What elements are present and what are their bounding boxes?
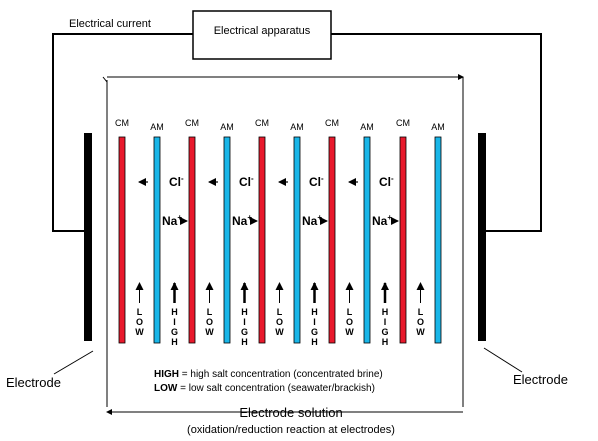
legend-high-key: HIGH <box>154 369 179 380</box>
left-electrode-label: Electrode <box>6 375 61 390</box>
chloride-label: Cl- <box>169 174 184 189</box>
membrane-label: CM <box>325 118 339 128</box>
membrane-am <box>363 136 371 344</box>
membrane-cm <box>258 136 266 344</box>
membrane-am <box>153 136 161 344</box>
solution-line2: (oxidation/reduction reaction at electro… <box>187 424 395 436</box>
sodium-label: Na+ <box>232 213 252 228</box>
right-electrode-label: Electrode <box>513 372 568 387</box>
right-electrode-pointer <box>483 347 523 373</box>
chloride-label: Cl- <box>379 174 394 189</box>
ion-transport: Cl- Na+ Cl- Na+ Cl- Na+ Cl- Na+ <box>138 174 399 228</box>
left-electrode <box>84 133 92 341</box>
apparatus-label: Electrical apparatus <box>214 25 311 37</box>
legend-high: HIGH = high salt concentration (concentr… <box>154 369 383 380</box>
legend-low: LOW = low salt concentration (seawater/b… <box>154 383 375 394</box>
membrane-label: CM <box>185 118 199 128</box>
membrane-cm <box>399 136 407 344</box>
chloride-label: Cl- <box>239 174 254 189</box>
membrane-label: CM <box>255 118 269 128</box>
membrane-label: AM <box>360 122 374 132</box>
membrane-label: AM <box>220 122 234 132</box>
concentration-channels: L O W H I G H L O W H I G H L O W H I G H L O W H I G H L O W <box>135 282 425 347</box>
legend-low-text: = low salt concentration (seawater/brack… <box>177 383 375 394</box>
membrane-label: CM <box>115 118 129 128</box>
top-left-flow-arrow <box>102 76 108 83</box>
legend-low-key: LOW <box>154 383 178 394</box>
sodium-label: Na+ <box>302 213 322 228</box>
membrane-am <box>293 136 301 344</box>
membrane-cm <box>188 136 196 344</box>
membrane-am <box>223 136 231 344</box>
solution-line1: Electrode solution <box>239 405 342 420</box>
sodium-label: Na+ <box>372 213 392 228</box>
left-wire <box>52 33 193 232</box>
right-wire <box>331 33 542 232</box>
legend-high-text: = high salt concentration (concentrated … <box>179 369 383 380</box>
membrane-label: AM <box>431 122 445 132</box>
membrane-cm <box>118 136 126 344</box>
sodium-label: Na+ <box>162 213 182 228</box>
left-electrode-pointer <box>53 350 94 375</box>
electrical-apparatus-box <box>192 10 332 60</box>
membrane-label: AM <box>150 122 164 132</box>
right-electrode <box>478 133 486 341</box>
current-label: Electrical current <box>69 18 151 30</box>
membrane-am <box>434 136 442 344</box>
membrane-label: AM <box>290 122 304 132</box>
membrane-stack: CM AM CM AM CM AM CM AM CM AM <box>115 118 445 344</box>
chloride-label: Cl- <box>309 174 324 189</box>
membrane-label: CM <box>396 118 410 128</box>
membrane-cm <box>328 136 336 344</box>
